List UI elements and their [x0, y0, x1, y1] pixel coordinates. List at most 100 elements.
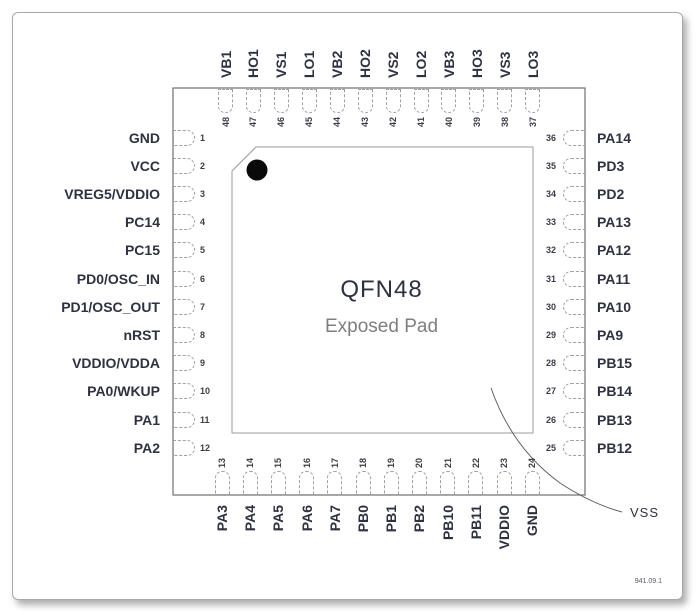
pin-pad [563, 129, 585, 146]
pin-label: HO1 [245, 49, 262, 78]
pin-number: 37 [527, 117, 538, 128]
pin-label: PA1 [133, 411, 160, 428]
pin-number: 28 [545, 358, 556, 369]
pin-number: 10 [200, 386, 211, 397]
pin-label: VDDIO/VDDA [72, 355, 160, 372]
pin-number: 8 [200, 329, 206, 340]
pin-number: 27 [545, 386, 556, 397]
pin-number: 14 [245, 457, 256, 468]
pin-number: 39 [471, 117, 482, 128]
pin-label: LO2 [413, 50, 429, 78]
pin-label: HO3 [468, 49, 485, 78]
pin-number: 26 [545, 414, 556, 425]
pin-pad [563, 185, 585, 202]
pin-number: 34 [545, 188, 556, 199]
pin-label: PA2 [133, 439, 160, 456]
pin-number: 16 [301, 457, 312, 468]
pin-pad [245, 89, 261, 113]
pin-pad [563, 157, 585, 174]
pin-number: 30 [545, 301, 556, 312]
pin-label: PA11 [597, 270, 631, 287]
pin-label: PB0 [355, 505, 371, 533]
pin-pad [242, 471, 258, 495]
pin-pad [173, 439, 195, 456]
pin-pad [301, 89, 317, 113]
pin-label: PC15 [124, 242, 160, 259]
pin-number: 32 [545, 245, 556, 256]
pin-pad [383, 471, 399, 495]
pin-label: PB13 [597, 411, 633, 428]
pin-label: PA0/WKUP [87, 383, 160, 400]
pin-pad [563, 326, 585, 343]
pin-label: PA14 [597, 129, 631, 146]
pin-label: HO2 [357, 49, 374, 78]
pin-label: PD0/OSC_IN [76, 270, 160, 287]
pin-pad [173, 129, 195, 146]
pin-pad [563, 214, 585, 231]
pin-label: PA10 [597, 298, 631, 315]
pin-number: 31 [545, 273, 556, 284]
pin-label: PC14 [124, 214, 160, 231]
pin-number: 40 [443, 117, 454, 128]
pin-number: 4 [200, 217, 206, 228]
pin-label: PA6 [298, 505, 315, 532]
pin-number: 13 [217, 457, 227, 468]
pin-number: 23 [499, 457, 509, 468]
pin-label: LO1 [301, 50, 318, 78]
pin-pad [173, 157, 195, 174]
pin-pad [563, 298, 585, 315]
pin-number: 24 [527, 457, 538, 468]
pin-pad [329, 89, 345, 113]
pin-number: 12 [200, 442, 211, 453]
pin-pad [497, 89, 513, 113]
pin-number: 48 [220, 117, 231, 128]
pin-pad [441, 89, 457, 113]
pin-pad [413, 89, 429, 113]
pin-pad [563, 270, 585, 287]
pin-label: VB1 [217, 50, 234, 78]
pin-number: 25 [545, 442, 556, 453]
pin-label: PA5 [270, 505, 287, 532]
pin-pad [173, 214, 195, 231]
pin-number: 42 [388, 117, 399, 128]
pin-pad [173, 383, 195, 400]
pin-label: PB12 [597, 439, 633, 456]
pin-pad [214, 471, 230, 495]
pin-pad [173, 411, 195, 428]
pin-number: 1 [200, 132, 206, 143]
pin-label: PA12 [597, 242, 631, 259]
pin-number: 11 [200, 414, 210, 425]
pin-number: 19 [386, 457, 397, 468]
pin-pad [270, 471, 286, 495]
pin-label: PB14 [597, 383, 633, 400]
pin-pad [273, 89, 289, 113]
pin-number: 44 [332, 117, 343, 128]
pin-number: 5 [200, 245, 206, 256]
pin-pad [173, 270, 195, 287]
pin-pad [173, 242, 195, 259]
pin-label: PD1/OSC_OUT [61, 298, 160, 315]
pin-pad [563, 355, 585, 372]
pin-pad [524, 471, 540, 495]
pin-number: 18 [358, 457, 368, 468]
pin-label: PA3 [214, 505, 230, 532]
pin-label: VB3 [440, 50, 457, 78]
pin-number: 41 [416, 117, 426, 128]
pin-label: PA13 [597, 214, 631, 231]
pin-number: 38 [499, 117, 510, 128]
pin-label: VS1 [273, 51, 290, 78]
pin-number: 15 [273, 457, 284, 468]
pin-pad [563, 242, 585, 259]
pin-label: LO3 [524, 50, 541, 78]
pin-pad [218, 89, 233, 113]
pin-pad [563, 383, 585, 400]
pin-pad [357, 89, 373, 113]
pin-pad [173, 185, 195, 202]
pin-label: VCC [130, 157, 160, 174]
pin-pad [440, 471, 456, 495]
pin-pad [496, 471, 512, 495]
pin-pad [385, 89, 401, 113]
pin-pad [173, 355, 195, 372]
pin-label: VS2 [385, 51, 402, 78]
pin-pad [327, 471, 343, 495]
